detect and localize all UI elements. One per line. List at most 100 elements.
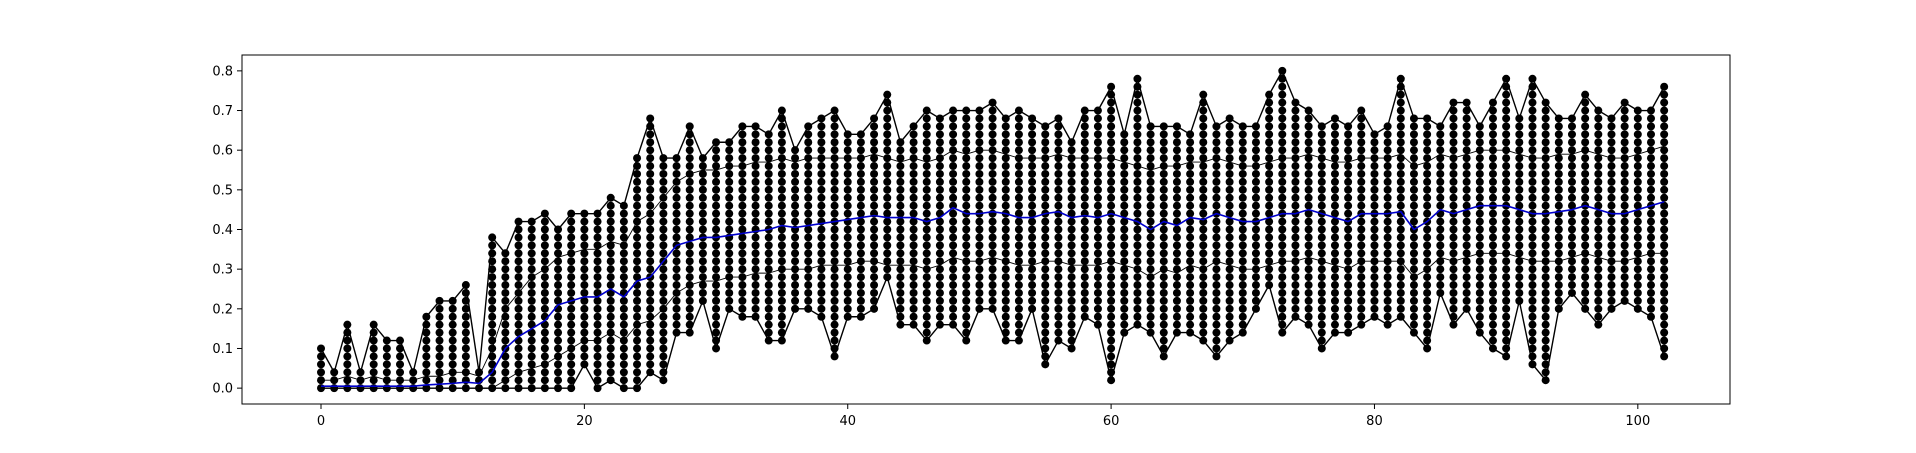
data-point	[1449, 185, 1458, 194]
data-point	[580, 217, 589, 226]
data-point	[1396, 122, 1405, 131]
data-point	[1515, 209, 1524, 218]
data-point	[1133, 114, 1142, 123]
data-point	[1186, 296, 1195, 305]
data-point	[1462, 265, 1471, 274]
data-point	[1488, 281, 1497, 290]
data-point	[764, 320, 773, 329]
data-point	[1146, 281, 1155, 290]
data-point	[593, 376, 602, 385]
data-point	[949, 273, 958, 282]
data-point	[1014, 304, 1023, 313]
data-point	[1238, 146, 1247, 155]
data-point	[870, 281, 879, 290]
data-point	[1646, 257, 1655, 266]
data-point	[1159, 193, 1168, 202]
data-point	[1660, 193, 1669, 202]
data-point	[1054, 249, 1063, 258]
data-point	[1502, 209, 1511, 218]
data-point	[1225, 265, 1234, 274]
data-point	[751, 281, 760, 290]
data-point	[1014, 249, 1023, 258]
data-point	[1357, 265, 1366, 274]
data-point	[1001, 177, 1010, 186]
data-point	[1120, 193, 1129, 202]
data-point	[1001, 154, 1010, 163]
data-point	[382, 344, 391, 353]
data-point	[1251, 169, 1260, 178]
data-point	[1278, 273, 1287, 282]
data-point	[685, 241, 694, 250]
data-point	[633, 177, 642, 186]
data-point	[1225, 185, 1234, 194]
data-point	[949, 162, 958, 171]
data-point	[646, 162, 655, 171]
data-point	[1462, 177, 1471, 186]
data-point	[817, 209, 826, 218]
data-point	[1594, 257, 1603, 266]
data-point	[1133, 90, 1142, 99]
data-point	[672, 281, 681, 290]
data-point	[672, 273, 681, 282]
data-point	[712, 312, 721, 321]
data-point	[540, 368, 549, 377]
data-point	[1620, 217, 1629, 226]
data-point	[922, 154, 931, 163]
data-point	[1409, 122, 1418, 131]
data-point	[1462, 273, 1471, 282]
series-line-mean	[321, 200, 1665, 387]
data-point	[883, 106, 892, 115]
data-point	[764, 185, 773, 194]
data-point	[1581, 265, 1590, 274]
data-point	[606, 281, 615, 290]
data-point	[1528, 201, 1537, 210]
data-point	[988, 162, 997, 171]
data-point	[1633, 154, 1642, 163]
data-point	[1330, 273, 1339, 282]
data-point	[870, 162, 879, 171]
data-point	[1304, 114, 1313, 123]
data-point	[1001, 185, 1010, 194]
data-point	[1370, 273, 1379, 282]
data-point	[646, 320, 655, 329]
data-point	[1251, 273, 1260, 282]
data-point	[606, 320, 615, 329]
data-point	[1475, 273, 1484, 282]
data-point	[1594, 265, 1603, 274]
data-point	[1330, 304, 1339, 313]
data-point	[1317, 304, 1326, 313]
data-point	[1080, 225, 1089, 234]
data-point	[567, 360, 576, 369]
data-point	[540, 249, 549, 258]
data-point	[540, 273, 549, 282]
data-point	[962, 241, 971, 250]
data-point	[1093, 265, 1102, 274]
data-point	[935, 296, 944, 305]
data-point	[1436, 217, 1445, 226]
data-point	[554, 328, 563, 337]
data-point	[738, 217, 747, 226]
data-point	[777, 146, 786, 155]
data-point	[1278, 312, 1287, 321]
data-point	[935, 273, 944, 282]
data-point	[1172, 312, 1181, 321]
data-point	[1054, 162, 1063, 171]
data-point	[1330, 154, 1339, 163]
data-point	[1357, 201, 1366, 210]
data-point	[1502, 328, 1511, 337]
data-point	[1502, 304, 1511, 313]
data-point	[1186, 273, 1195, 282]
data-point	[975, 201, 984, 210]
data-point	[870, 154, 879, 163]
data-point	[527, 312, 536, 321]
data-point	[1396, 288, 1405, 297]
data-point	[1199, 146, 1208, 155]
data-point	[1330, 296, 1339, 305]
data-point	[580, 328, 589, 337]
data-point	[1028, 122, 1037, 131]
data-point	[725, 146, 734, 155]
data-point	[567, 352, 576, 361]
data-point	[1607, 281, 1616, 290]
data-point	[1172, 225, 1181, 234]
data-point	[909, 233, 918, 242]
